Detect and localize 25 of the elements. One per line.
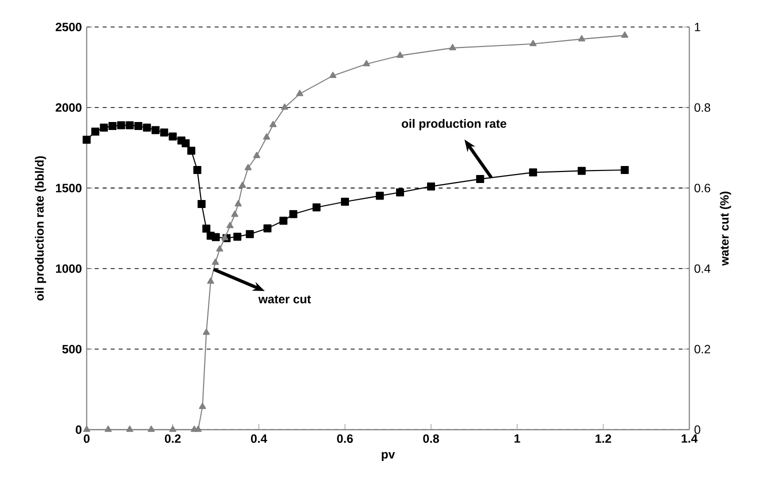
x-tick-label: 0.8 [423,434,440,443]
y-tick-label: 2500 [56,22,82,32]
y2-tick-label: 0.4 [694,264,710,273]
x-tick-label: 1 [514,434,520,443]
x-axis-title: pv [382,452,395,461]
y2-axis-title: water cut (%) [720,192,732,266]
y2-tick-label: 1 [694,22,700,32]
y-tick-label: 500 [62,344,82,354]
y2-tick-label: 0.8 [694,103,710,112]
annotation: oil production rate [402,119,506,130]
x-tick-label: 0.4 [251,434,268,443]
y-tick-label: 0 [76,425,82,434]
x-tick-label: 0.6 [337,434,353,443]
x-tick-label: 0.2 [164,434,181,443]
y-tick-label: 1500 [56,184,82,192]
y2-tick-label: 0.2 [694,344,710,354]
x-tick-label: 0 [84,434,90,443]
y2-tick-label: 0 [694,425,700,434]
annotation: water cut [258,295,311,304]
y-tick-label: 1000 [56,264,82,273]
y-tick-label: 2000 [56,103,82,112]
y-axis-title: oil production rate (bbl/d) [34,156,46,301]
y2-tick-label: 0.6 [694,184,710,192]
x-tick-label: 1.4 [682,434,698,443]
x-tick-label: 1.2 [596,434,612,443]
